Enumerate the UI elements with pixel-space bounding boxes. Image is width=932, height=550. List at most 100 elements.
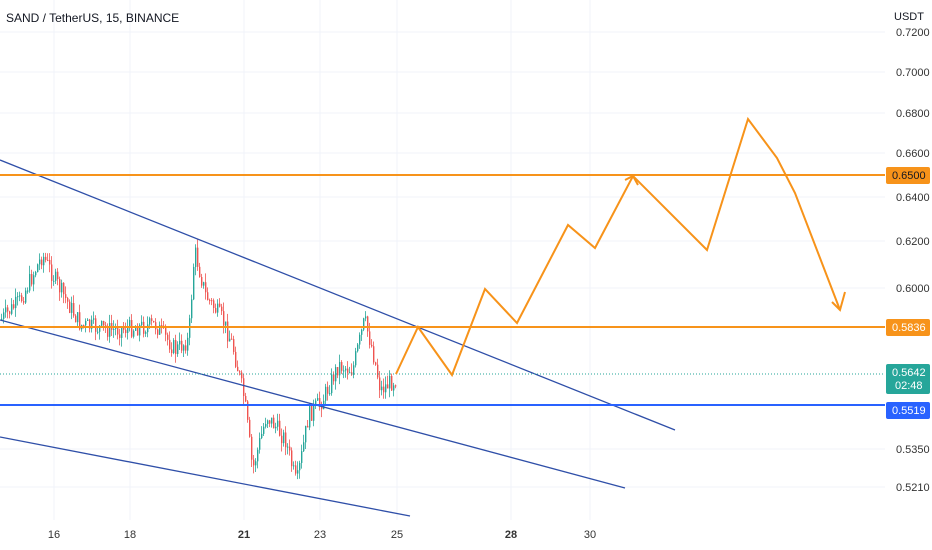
lower-trendline[interactable] bbox=[0, 436, 411, 517]
candle-body bbox=[395, 385, 397, 387]
candle-body bbox=[361, 329, 363, 335]
y-tick-label: 0.7200 bbox=[896, 27, 930, 39]
x-tick-label: 16 bbox=[48, 529, 60, 541]
candle-body bbox=[217, 303, 219, 313]
candle-body bbox=[289, 446, 291, 451]
candle-body bbox=[269, 420, 271, 424]
candle-body bbox=[179, 340, 181, 345]
trendlines[interactable] bbox=[0, 159, 676, 517]
candle-body bbox=[357, 344, 359, 352]
candle-body bbox=[227, 321, 229, 342]
candle-body bbox=[103, 320, 105, 326]
y-tick-label: 0.6800 bbox=[896, 108, 930, 120]
candle-body bbox=[171, 349, 173, 354]
price-tag bbox=[886, 319, 930, 336]
candle-body bbox=[169, 339, 171, 350]
candle-body bbox=[69, 301, 71, 313]
y-tick-label: 0.5350 bbox=[896, 444, 930, 456]
levels[interactable] bbox=[0, 174, 885, 406]
candle-body bbox=[305, 425, 307, 443]
candle-body bbox=[133, 330, 135, 337]
candle-body bbox=[207, 292, 209, 300]
candle-body bbox=[13, 304, 15, 309]
y-tick-label: 0.7000 bbox=[896, 67, 930, 79]
candle-body bbox=[89, 319, 91, 329]
price-tag bbox=[886, 167, 930, 184]
x-tick-label: 25 bbox=[391, 529, 403, 541]
candle-body bbox=[293, 465, 295, 467]
candle-body bbox=[329, 393, 331, 395]
candle-body bbox=[197, 247, 199, 267]
candle-body bbox=[297, 470, 299, 474]
candle-body bbox=[193, 266, 195, 300]
candle-body bbox=[277, 420, 279, 427]
candle-body bbox=[367, 316, 369, 332]
projection-path[interactable] bbox=[395, 116, 841, 378]
candle-body bbox=[199, 266, 201, 278]
candle-body bbox=[265, 423, 267, 427]
candle-body bbox=[125, 329, 127, 334]
candle-body bbox=[279, 420, 281, 436]
candle-body bbox=[99, 325, 101, 332]
candle-body bbox=[33, 275, 35, 285]
candle-body bbox=[137, 327, 139, 336]
candle-body bbox=[151, 318, 153, 321]
candle-body bbox=[319, 398, 321, 405]
candle-body bbox=[135, 327, 137, 331]
candle-body bbox=[291, 450, 293, 467]
candle-body bbox=[271, 417, 273, 424]
candle-body bbox=[61, 282, 63, 293]
candle-body bbox=[359, 334, 361, 345]
axis-unit: USDT bbox=[894, 11, 924, 23]
candle-body bbox=[249, 419, 251, 437]
candle-body bbox=[1, 318, 3, 320]
candle-body bbox=[55, 271, 57, 281]
upper-trendline[interactable] bbox=[0, 159, 676, 431]
candle-body bbox=[333, 374, 335, 382]
candle-body bbox=[37, 264, 39, 273]
candle-body bbox=[231, 338, 233, 340]
candle-body bbox=[303, 442, 305, 452]
candle-body bbox=[121, 327, 123, 338]
price-axis[interactable] bbox=[885, 0, 932, 520]
candle-body bbox=[115, 327, 117, 329]
candle-body bbox=[285, 432, 287, 448]
candle-body bbox=[263, 426, 265, 434]
candle-body bbox=[77, 312, 79, 323]
candle-body bbox=[167, 334, 169, 340]
candle-body bbox=[215, 308, 217, 313]
candle-body bbox=[57, 271, 59, 280]
candle-body bbox=[93, 318, 95, 320]
candle-body bbox=[389, 375, 391, 389]
candle-body bbox=[317, 398, 319, 401]
candle-body bbox=[83, 325, 85, 327]
candle-body bbox=[87, 319, 89, 321]
candle-body bbox=[375, 362, 377, 365]
candle-body bbox=[119, 334, 121, 338]
candle-body bbox=[97, 331, 99, 333]
candle-body bbox=[131, 320, 133, 337]
countdown-label: 02:48 bbox=[895, 380, 923, 392]
candle-body bbox=[393, 385, 395, 391]
candle-body bbox=[15, 296, 17, 309]
candle-body bbox=[161, 325, 163, 327]
candle-body bbox=[347, 368, 349, 373]
candle-body bbox=[365, 316, 367, 319]
candle-body bbox=[261, 433, 263, 439]
candle-body bbox=[155, 322, 157, 330]
candle-body bbox=[219, 303, 221, 307]
candle-body bbox=[229, 338, 231, 342]
candle-body bbox=[225, 321, 227, 326]
candle-body bbox=[67, 297, 69, 302]
candle-body bbox=[213, 300, 215, 309]
candle-body bbox=[101, 320, 103, 326]
candle-body bbox=[177, 344, 179, 355]
candle-body bbox=[245, 396, 247, 402]
candle-body bbox=[41, 259, 43, 266]
candle-body bbox=[255, 461, 257, 466]
candle-body bbox=[371, 344, 373, 347]
candle-body bbox=[325, 386, 327, 401]
candle-body bbox=[109, 322, 111, 337]
candle-body bbox=[211, 300, 213, 302]
